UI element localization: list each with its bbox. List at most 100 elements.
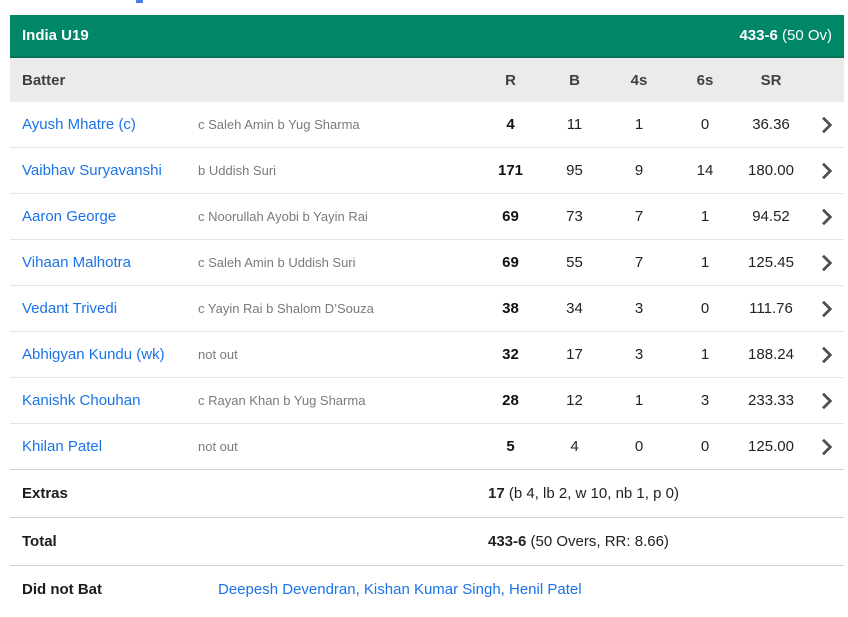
- chevron-right-icon: [815, 254, 833, 271]
- dismissal-text: c Rayan Khan b Yug Sharma: [198, 393, 366, 408]
- did-not-bat-label: Did not Bat: [22, 581, 102, 598]
- runs-value: 171: [497, 162, 524, 179]
- extras-label: Extras: [22, 485, 68, 502]
- balls-value: 73: [566, 208, 583, 225]
- batter-name-link[interactable]: Aaron George: [22, 207, 117, 225]
- team-name: India U19: [22, 27, 89, 44]
- chevron-right-icon: [815, 392, 833, 409]
- chevron-cell[interactable]: [804, 254, 844, 271]
- strike-rate-value: 180.00: [748, 162, 794, 179]
- sixes-value: 14: [696, 162, 714, 179]
- extras-value: 17 (b 4, lb 2, w 10, nb 1, p 0): [488, 485, 844, 502]
- chevron-cell[interactable]: [804, 162, 844, 179]
- sixes-value: 1: [700, 346, 710, 363]
- batter-name-link[interactable]: Vihaan Malhotra: [22, 253, 131, 271]
- score-overs: (50 Ov): [781, 27, 832, 44]
- fours-value: 3: [634, 300, 644, 317]
- strike-rate-value: 111.76: [749, 300, 793, 317]
- batter-row[interactable]: Aaron George c Noorullah Ayobi b Yayin R…: [10, 193, 844, 239]
- runs-value: 38: [502, 300, 519, 317]
- fours-value: 3: [634, 346, 644, 363]
- chevron-right-icon: [815, 300, 833, 317]
- chevron-cell[interactable]: [804, 208, 844, 225]
- runs-value: 32: [502, 346, 519, 363]
- dismissal-text: not out: [198, 439, 238, 454]
- col-sixes: 6s: [696, 71, 714, 89]
- strike-rate-value: 125.45: [748, 254, 794, 271]
- extras-total: 17: [488, 485, 505, 502]
- dismissal-text: not out: [198, 347, 238, 362]
- fours-value: 1: [634, 116, 644, 133]
- strike-rate-value: 233.33: [748, 392, 794, 409]
- fours-value: 9: [634, 162, 644, 179]
- chevron-cell[interactable]: [804, 392, 844, 409]
- sixes-value: 1: [700, 208, 710, 225]
- sixes-value: 3: [700, 392, 710, 409]
- total-label: Total: [22, 533, 57, 550]
- did-not-bat-row: Did not Bat Deepesh Devendran, Kishan Ku…: [10, 565, 844, 613]
- total-value: 433-6 (50 Overs, RR: 8.66): [488, 533, 844, 550]
- total-detail: (50 Overs, RR: 8.66): [526, 533, 669, 550]
- batter-row[interactable]: Abhigyan Kundu (wk) not out 32 17 3 1 18…: [10, 331, 844, 377]
- dismissal-text: c Noorullah Ayobi b Yayin Rai: [198, 209, 368, 224]
- chevron-right-icon: [815, 208, 833, 225]
- col-fours: 4s: [630, 71, 648, 89]
- batter-row[interactable]: Kanishk Chouhan c Rayan Khan b Yug Sharm…: [10, 377, 844, 423]
- batter-row[interactable]: Vaibhav Suryavanshi b Uddish Suri 171 95…: [10, 147, 844, 193]
- did-not-bat-players-links[interactable]: Deepesh Devendran, Kishan Kumar Singh, H…: [218, 581, 582, 598]
- balls-value: 55: [566, 254, 583, 271]
- batter-name-link[interactable]: Ayush Mhatre (c): [22, 115, 136, 133]
- balls-value: 12: [566, 392, 583, 409]
- batter-row[interactable]: Vihaan Malhotra c Saleh Amin b Uddish Su…: [10, 239, 844, 285]
- col-batter: Batter: [22, 71, 66, 89]
- dismissal-text: c Saleh Amin b Yug Sharma: [198, 117, 360, 132]
- innings-score: 433-6 (50 Ov): [739, 27, 832, 44]
- score-runs: 433-6: [739, 27, 778, 44]
- extras-row: Extras 17 (b 4, lb 2, w 10, nb 1, p 0): [10, 469, 844, 517]
- chevron-right-icon: [815, 116, 833, 133]
- dismissal-text: c Saleh Amin b Uddish Suri: [198, 255, 356, 270]
- top-tab-indicator: [136, 0, 143, 3]
- dismissal-text: b Uddish Suri: [198, 163, 277, 178]
- chevron-cell[interactable]: [804, 116, 844, 133]
- balls-value: 95: [566, 162, 583, 179]
- col-strike-rate: SR: [760, 71, 782, 89]
- sixes-value: 0: [700, 300, 710, 317]
- col-balls: B: [569, 71, 580, 89]
- strike-rate-value: 125.00: [748, 438, 794, 455]
- batter-name-link[interactable]: Vedant Trivedi: [22, 299, 118, 317]
- fours-value: 7: [634, 208, 644, 225]
- sixes-value: 1: [700, 254, 710, 271]
- extras-detail: (b 4, lb 2, w 10, nb 1, p 0): [504, 485, 679, 502]
- chevron-right-icon: [815, 438, 833, 455]
- batter-name-link[interactable]: Abhigyan Kundu (wk): [22, 345, 165, 363]
- batter-row[interactable]: Vedant Trivedi c Yayin Rai b Shalom D’So…: [10, 285, 844, 331]
- batter-name-link[interactable]: Vaibhav Suryavanshi: [22, 161, 162, 179]
- batter-row[interactable]: Khilan Patel not out 5 4 0 0 125.00: [10, 423, 844, 469]
- col-runs: R: [505, 71, 516, 89]
- strike-rate-value: 94.52: [752, 208, 790, 225]
- total-score: 433-6: [488, 533, 527, 550]
- total-row: Total 433-6 (50 Overs, RR: 8.66): [10, 517, 844, 565]
- chevron-right-icon: [815, 162, 833, 179]
- chevron-cell[interactable]: [804, 346, 844, 363]
- sixes-value: 0: [700, 438, 710, 455]
- balls-value: 17: [566, 346, 583, 363]
- balls-value: 11: [566, 116, 583, 133]
- balls-value: 4: [570, 438, 579, 455]
- balls-value: 34: [566, 300, 583, 317]
- runs-value: 69: [502, 254, 519, 271]
- strike-rate-value: 188.24: [748, 346, 794, 363]
- strike-rate-value: 36.36: [752, 116, 790, 133]
- batter-name-link[interactable]: Khilan Patel: [22, 437, 103, 455]
- innings-header[interactable]: India U19 433-6 (50 Ov): [10, 15, 844, 58]
- chevron-cell[interactable]: [804, 438, 844, 455]
- batter-list: Ayush Mhatre (c) c Saleh Amin b Yug Shar…: [10, 102, 844, 469]
- runs-value: 69: [502, 208, 519, 225]
- batter-name-link[interactable]: Kanishk Chouhan: [22, 391, 141, 409]
- runs-value: 4: [506, 116, 515, 133]
- batter-row[interactable]: Ayush Mhatre (c) c Saleh Amin b Yug Shar…: [10, 102, 844, 147]
- chevron-cell[interactable]: [804, 300, 844, 317]
- fours-value: 7: [634, 254, 644, 271]
- runs-value: 5: [506, 438, 515, 455]
